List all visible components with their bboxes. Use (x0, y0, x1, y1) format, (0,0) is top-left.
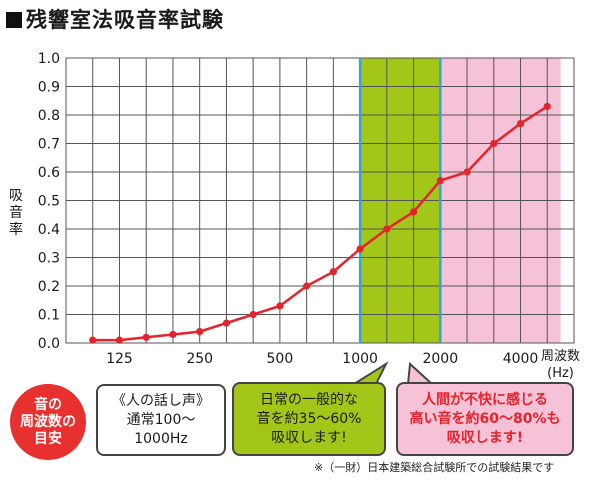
y-tick-label: 0.8 (38, 108, 60, 124)
y-axis-label: 吸音率 (9, 188, 23, 238)
normal-line-3: 吸収します! (271, 429, 347, 446)
high-line-2: 高い音を約60～80%も (409, 410, 561, 427)
data-point (463, 168, 471, 176)
data-point (276, 302, 284, 310)
y-tick-label: 0.4 (38, 222, 60, 238)
data-point (169, 330, 177, 339)
frequency-guide-badge: 音の 周波数の 目安 (10, 384, 86, 460)
badge-line-3: 目安 (34, 430, 62, 447)
data-point (356, 245, 364, 253)
y-tick-label: 0.2 (38, 279, 60, 295)
square-bullet-icon (6, 12, 22, 28)
chart-title: 残響室法吸音率試験 (6, 4, 224, 34)
x-tick-label: 4000 (503, 351, 539, 367)
x-axis-unit-name: 周波数 (541, 349, 581, 364)
data-point (89, 336, 97, 344)
y-tick-label: 0.9 (38, 80, 60, 96)
high-sound-box: 人間が不快に感じる 高い音を約60～80%も 吸収します! (396, 382, 574, 456)
x-axis-unit-hz: (Hz) (547, 366, 574, 381)
x-tick-label: 125 (106, 351, 133, 367)
y-tick-label: 0.1 (38, 308, 60, 324)
x-tick-label: 2000 (422, 351, 458, 367)
x-tick-label: 500 (267, 351, 294, 367)
series-line-0 (92, 105, 548, 342)
high-line-1: 人間が不快に感じる (422, 391, 548, 408)
voice-line-1: 《人の話し声》 (112, 392, 210, 409)
data-point (516, 119, 525, 128)
normal-box-pointer (350, 361, 389, 385)
y-tick-label: 0.6 (38, 165, 60, 181)
chart-title-text: 残響室法吸音率試験 (26, 8, 224, 32)
y-tick-label: 1.0 (38, 51, 60, 67)
data-point (249, 310, 257, 319)
high-line-3: 吸収します! (446, 429, 524, 446)
data-point (490, 139, 498, 148)
normal-sound-box: 日常の一般的な 音を約35～60% 吸収します! (232, 382, 386, 456)
badge-line-2: 周波数の (20, 413, 76, 430)
y-tick-label: 0.0 (38, 336, 60, 352)
x-tick-label: 250 (186, 351, 213, 367)
y-tick-label: 0.5 (38, 194, 60, 210)
data-point (115, 336, 124, 344)
voice-range-box: 《人の話し声》 通常100～ 1000Hz (96, 384, 226, 456)
badge-line-1: 音の (34, 396, 62, 413)
normal-line-1: 日常の一般的な (260, 391, 358, 408)
data-point (303, 282, 311, 290)
data-point (543, 102, 551, 111)
normal-line-2: 音を約35～60% (256, 410, 362, 427)
x-axis-unit: 周波数 (Hz) (541, 348, 580, 382)
data-point (142, 333, 150, 341)
data-point (409, 208, 418, 216)
y-tick-label: 0.7 (38, 137, 60, 153)
data-point (436, 176, 444, 185)
voice-line-2: 通常100～ (126, 411, 196, 428)
x-tick-label: 1000 (342, 351, 378, 367)
y-tick-label: 0.3 (38, 251, 60, 267)
data-point (222, 319, 231, 327)
test-source-note: ※（一財）日本建築総合試験所での試験結果です (314, 461, 555, 474)
voice-line-3: 1000Hz (134, 430, 188, 447)
high-box-pointer (406, 361, 435, 385)
data-point (383, 225, 391, 233)
data-point (196, 328, 204, 336)
data-point (329, 268, 337, 276)
